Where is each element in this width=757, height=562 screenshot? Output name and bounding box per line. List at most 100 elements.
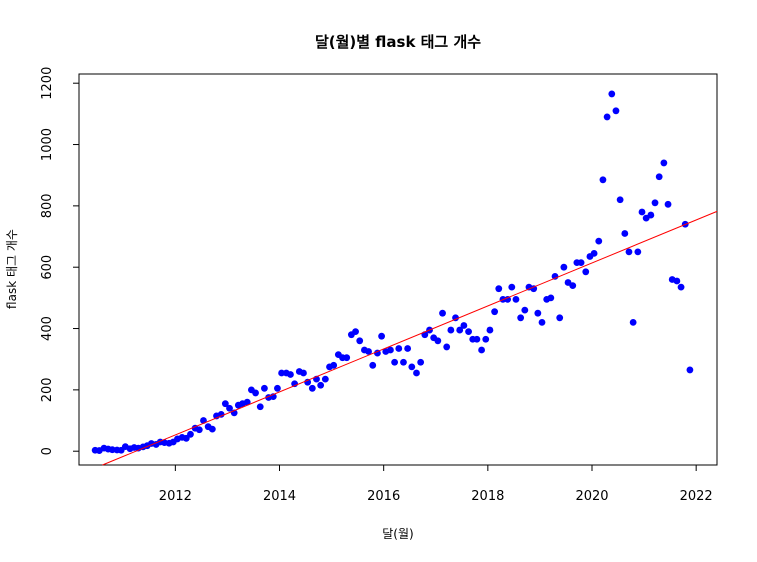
y-tick-label: 400 <box>40 316 55 341</box>
x-axis: 2012 2014 2016 2018 2020 2022 <box>159 465 713 504</box>
data-point <box>621 230 629 237</box>
data-point <box>330 361 338 369</box>
data-point <box>504 296 512 303</box>
data-point <box>261 384 268 392</box>
data-point <box>439 309 446 317</box>
data-point <box>577 259 585 266</box>
data-point <box>625 248 633 256</box>
y-tick-label: 0 <box>40 447 55 455</box>
data-point <box>603 113 611 121</box>
data-point <box>243 398 251 406</box>
data-point <box>447 326 455 334</box>
data-point <box>369 361 377 369</box>
data-point <box>256 403 264 411</box>
data-point <box>473 335 481 343</box>
data-point <box>404 345 412 352</box>
data-point <box>456 326 464 334</box>
data-point <box>521 306 529 314</box>
data-point <box>508 283 516 291</box>
data-point <box>677 283 685 291</box>
data-point <box>655 173 663 181</box>
data-point <box>460 322 468 329</box>
data-point <box>195 426 203 434</box>
data-point <box>187 430 194 438</box>
x-axis-label: 달(월) <box>382 527 413 541</box>
y-tick-label: 200 <box>40 377 55 402</box>
y-tick-label: 1200 <box>40 67 55 100</box>
data-point <box>482 335 490 343</box>
y-axis: 0 200 400 600 800 1000 1200 <box>40 67 79 455</box>
data-point <box>556 314 564 322</box>
data-point <box>629 319 637 326</box>
data-point <box>352 328 359 335</box>
data-point <box>495 285 503 293</box>
data-point <box>391 358 399 366</box>
data-point <box>443 343 451 351</box>
y-axis-label: flask 태그 개수 <box>5 229 19 309</box>
data-point <box>374 349 381 357</box>
data-point <box>308 384 316 392</box>
data-point <box>590 250 598 257</box>
data-point <box>400 358 407 366</box>
data-points <box>91 90 694 454</box>
data-point <box>226 404 233 412</box>
data-point <box>673 277 681 285</box>
data-point <box>664 200 672 208</box>
data-point <box>512 296 520 303</box>
data-point <box>274 384 281 392</box>
data-point <box>356 337 364 345</box>
data-point <box>287 371 294 378</box>
data-point <box>638 208 646 216</box>
data-point <box>647 211 655 219</box>
data-point <box>612 107 620 115</box>
data-point <box>252 389 259 397</box>
data-point <box>534 309 542 317</box>
data-point <box>599 176 607 184</box>
data-point <box>547 294 555 302</box>
data-point <box>651 199 659 207</box>
data-point <box>634 248 642 256</box>
data-point <box>560 263 568 271</box>
x-tick-label: 2016 <box>367 489 400 504</box>
x-tick-label: 2014 <box>263 489 296 504</box>
y-tick-label: 600 <box>40 255 55 280</box>
data-point <box>517 314 525 322</box>
y-tick-label: 800 <box>40 193 55 218</box>
chart-title: 달(월)별 flask 태그 개수 <box>315 33 481 51</box>
data-point <box>491 308 499 316</box>
data-point <box>569 282 577 289</box>
x-tick-label: 2018 <box>471 489 504 504</box>
data-point <box>595 237 603 245</box>
data-point <box>278 369 285 377</box>
data-point <box>551 273 559 280</box>
data-point <box>582 268 590 276</box>
data-point <box>321 375 329 383</box>
data-point <box>660 159 668 167</box>
y-tick-label: 1000 <box>40 128 55 161</box>
data-point <box>365 348 372 355</box>
plot-frame <box>78 73 718 466</box>
x-tick-label: 2020 <box>575 489 608 504</box>
data-point <box>465 328 472 335</box>
data-point <box>486 326 494 334</box>
x-tick-label: 2022 <box>680 489 713 504</box>
data-point <box>608 90 616 98</box>
data-point <box>208 425 216 433</box>
data-point <box>413 369 420 377</box>
data-point <box>408 363 416 371</box>
data-point <box>530 285 538 293</box>
data-point <box>417 358 425 366</box>
data-point <box>387 346 394 354</box>
data-point <box>217 411 225 418</box>
trend-line <box>102 210 718 466</box>
data-point <box>378 332 385 340</box>
x-tick-label: 2012 <box>159 489 192 504</box>
data-point <box>686 366 694 374</box>
data-point <box>478 346 485 354</box>
data-point <box>343 354 351 362</box>
data-point <box>300 369 307 377</box>
data-point <box>317 381 325 389</box>
data-point <box>434 337 442 345</box>
data-point <box>395 345 403 352</box>
